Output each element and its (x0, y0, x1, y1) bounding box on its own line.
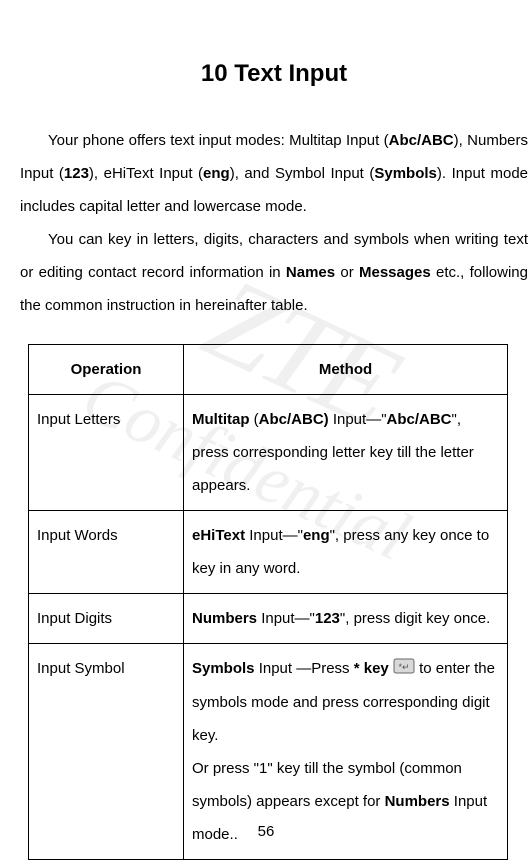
text: Numbers (385, 793, 450, 810)
table-row: Input Words eHiText Input—"eng", press a… (29, 511, 508, 594)
mode-abc: Abc/ABC (389, 132, 454, 149)
text: eng (303, 527, 330, 544)
text: Input—" (261, 610, 315, 627)
col-header-method: Method (184, 345, 508, 395)
text: ", press digit key once. (340, 610, 490, 627)
text: Input —Press (259, 660, 354, 677)
op-cell: Input Letters (29, 395, 184, 511)
table-row: Input Symbol Symbols Input —Press * key … (29, 644, 508, 860)
text: Numbers (192, 610, 261, 627)
method-cell: Numbers Input—"123", press digit key onc… (184, 594, 508, 644)
methods-table: Operation Method Input Letters Multitap … (28, 344, 508, 860)
text: Symbols (192, 660, 259, 677)
col-header-operation: Operation (29, 345, 184, 395)
page-content: 10 Text Input Your phone offers text inp… (0, 60, 532, 860)
table-row: Input Letters Multitap (Abc/ABC) Input—"… (29, 395, 508, 511)
intro-paragraph-1: Your phone offers text input modes: Mult… (20, 124, 528, 223)
text: eHiText (192, 527, 249, 544)
names-label: Names (286, 264, 340, 281)
messages-label: Messages (359, 264, 436, 281)
op-cell: Input Symbol (29, 644, 184, 860)
text: Your phone offers text input modes: Mult… (48, 132, 389, 149)
text: ), eHiText Input ( (89, 165, 203, 182)
table-header-row: Operation Method (29, 345, 508, 395)
text: Input—" (333, 411, 387, 428)
text: Input—" (249, 527, 303, 544)
text: * key (354, 660, 393, 677)
section-title: 10 Text Input (20, 60, 528, 88)
svg-text:*↵: *↵ (398, 662, 409, 672)
method-cell: Symbols Input —Press * key *↵ to enter t… (184, 644, 508, 860)
method-cell: eHiText Input—"eng", press any key once … (184, 511, 508, 594)
key-icon: *↵ (393, 653, 415, 686)
intro-paragraph-2: You can key in letters, digits, characte… (20, 223, 528, 322)
mode-eng: eng (203, 165, 230, 182)
text: ), and Symbol Input ( (230, 165, 375, 182)
op-cell: Input Words (29, 511, 184, 594)
mode-123: 123 (64, 165, 89, 182)
text: 123 (315, 610, 340, 627)
text: Abc/ABC) (259, 411, 333, 428)
method-cell: Multitap (Abc/ABC) Input—"Abc/ABC", pres… (184, 395, 508, 511)
table-row: Input Digits Numbers Input—"123", press … (29, 594, 508, 644)
text: or (340, 264, 359, 281)
text: Abc/ABC (387, 411, 452, 428)
text: Multitap (192, 411, 254, 428)
op-cell: Input Digits (29, 594, 184, 644)
mode-symbols: Symbols (374, 165, 437, 182)
